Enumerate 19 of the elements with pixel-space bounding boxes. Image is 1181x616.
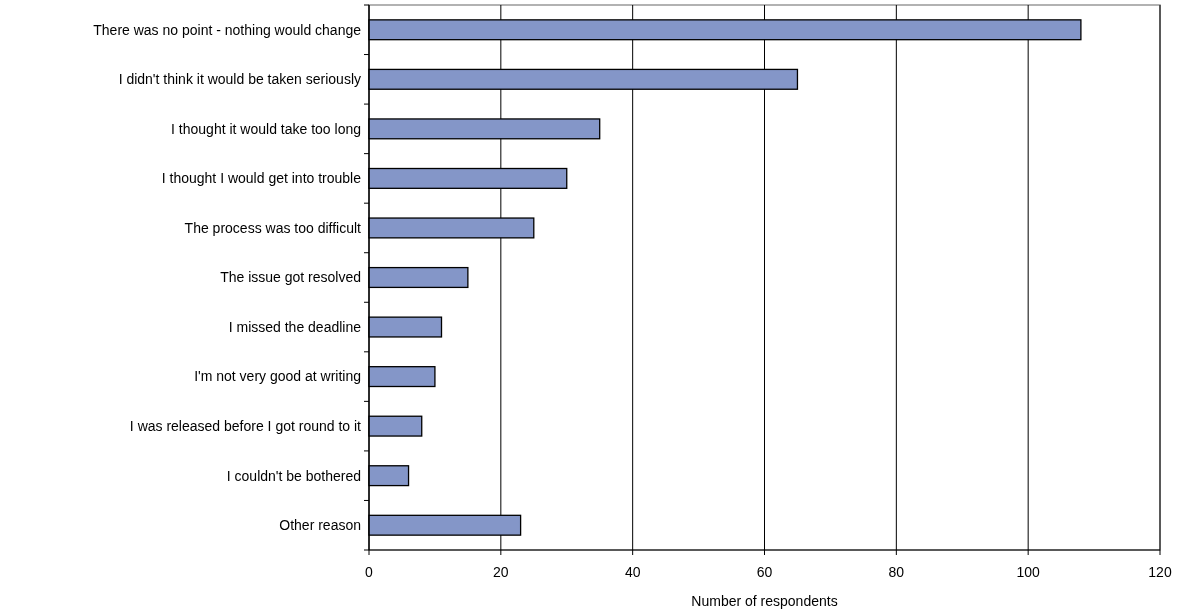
x-axis-title: Number of respondents [691,593,838,609]
y-tick-label: The process was too difficult [184,219,362,236]
x-tick-label: 20 [493,564,509,580]
y-tick-label: I'm not very good at writing [194,368,361,385]
y-tick-label: I was released before I got round to it [129,418,362,435]
y-tick-label: The issue got resolved [220,269,361,286]
y-tick-label: I didn't think it would be taken seriously [118,71,361,88]
y-tick-label: I thought I would get into trouble [161,170,362,187]
y-tick-label: There was no point - nothing would change [93,21,362,38]
y-tick-label: I couldn't be bothered [226,467,361,484]
y-tick-label: Other reason [279,517,361,534]
x-tick-label: 100 [1016,564,1041,580]
y-tick-label: I missed the deadline [228,318,362,335]
x-tick-label: 0 [365,564,374,580]
x-tick-label: 80 [888,564,905,580]
x-tick-label: 40 [624,564,641,580]
x-tick-label: 60 [756,564,773,580]
x-tick-label: 120 [1148,564,1172,580]
y-tick-label: I thought it would take too long [171,120,361,137]
